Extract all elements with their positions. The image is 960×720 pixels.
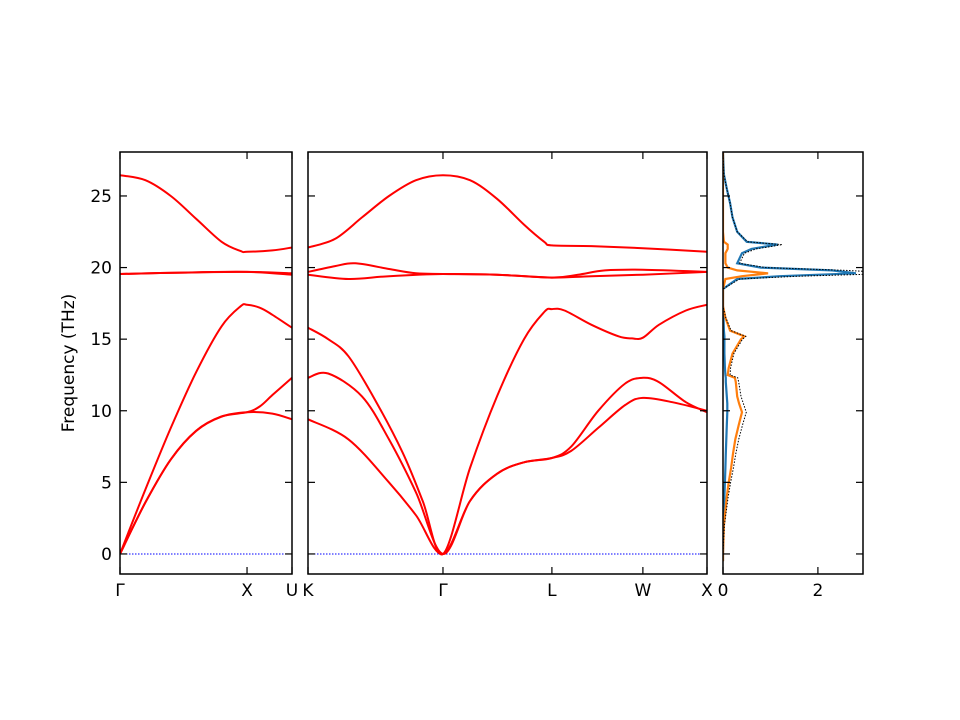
high-symmetry-label: Γ xyxy=(438,581,448,601)
high-symmetry-label: K xyxy=(302,581,314,601)
y-tick-label: 10 xyxy=(90,402,112,422)
y-tick-label: 5 xyxy=(101,473,112,493)
y-tick-label: 15 xyxy=(90,330,112,350)
y-tick-label: 20 xyxy=(90,259,112,279)
high-symmetry-label: X xyxy=(241,581,253,601)
band-panel-2 xyxy=(308,174,707,556)
dos-curve-orange xyxy=(723,153,769,562)
phonon-band xyxy=(308,174,707,253)
phonon-band xyxy=(308,303,707,556)
high-symmetry-label: W xyxy=(634,581,651,601)
high-symmetry-label: U xyxy=(286,581,298,601)
dos-curve-blue xyxy=(723,152,857,562)
axes-frame xyxy=(722,151,864,575)
high-symmetry-label: Γ xyxy=(115,581,125,601)
phonon-band xyxy=(120,303,292,555)
phonon-band xyxy=(120,174,292,254)
phonon-band xyxy=(308,270,707,281)
phonon-band xyxy=(308,371,707,555)
dos-x-tick-label: 2 xyxy=(813,581,824,601)
dos-x-tick-label: 0 xyxy=(718,581,729,601)
high-symmetry-label: X xyxy=(701,581,713,601)
phonon-band xyxy=(120,411,292,555)
y-tick-label: 0 xyxy=(101,545,112,565)
dos-curve-total-dotted xyxy=(723,152,863,562)
phonon-band xyxy=(120,270,292,276)
axes-frame xyxy=(307,151,708,575)
band-panel-1 xyxy=(120,174,292,555)
phonon-band xyxy=(120,377,292,555)
axes-frame xyxy=(119,151,293,575)
phonon-band xyxy=(308,396,707,555)
dos-panel xyxy=(723,152,863,562)
high-symmetry-label: L xyxy=(547,581,557,601)
y-axis-label: Frequency (THz) xyxy=(59,294,79,433)
y-tick-label: 25 xyxy=(90,187,112,207)
